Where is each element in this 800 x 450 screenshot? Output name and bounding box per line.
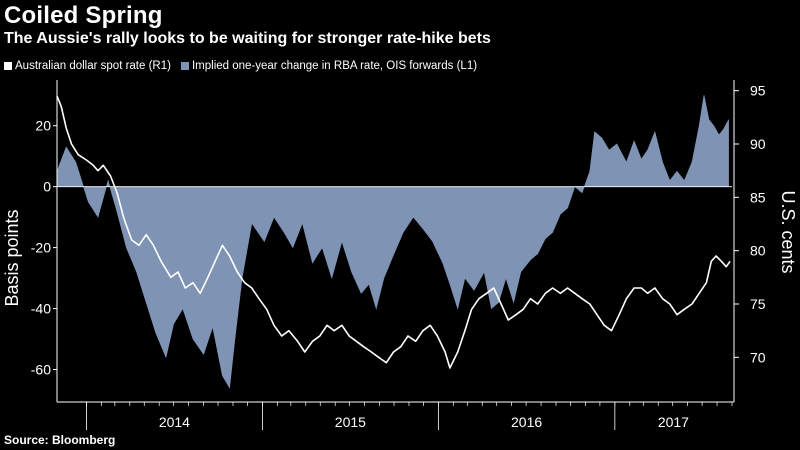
legend-swatch-spot-rate — [4, 62, 12, 70]
left-axis-title: Basis points — [2, 209, 22, 306]
right-tick-label: 85 — [750, 189, 766, 205]
right-tick-label: 70 — [750, 349, 766, 365]
legend-item-ois: Implied one-year change in RBA rate, OIS… — [180, 60, 478, 72]
right-tick-label: 90 — [750, 136, 766, 152]
left-tick-label: -20 — [31, 240, 51, 256]
x-tick-label: 2015 — [335, 414, 366, 430]
legend-label-ois: Implied one-year change in RBA rate, OIS… — [191, 60, 478, 72]
chart-subtitle: The Aussie's rally looks to be waiting f… — [4, 30, 491, 47]
legend: Australian dollar spot rate (R1) Implied… — [4, 60, 487, 72]
right-tick-label: 75 — [750, 296, 766, 312]
x-tick-label: 2014 — [159, 414, 190, 430]
chart-title: Coiled Spring — [4, 2, 163, 29]
x-tick-label: 2017 — [658, 414, 689, 430]
x-tick-label: 2016 — [511, 414, 542, 430]
left-tick-label: -60 — [31, 362, 51, 378]
left-tick-label: 0 — [43, 179, 51, 195]
left-tick-label: 20 — [35, 118, 51, 134]
legend-item-spot-rate: Australian dollar spot rate (R1) — [4, 60, 171, 72]
left-tick-label: -40 — [31, 301, 51, 317]
series-area-ois — [56, 95, 729, 389]
source-note: Source: Bloomberg — [4, 433, 116, 447]
right-axis-title: U.S. cents — [778, 190, 798, 273]
legend-label-spot-rate: Australian dollar spot rate (R1) — [15, 60, 171, 72]
right-tick-label: 95 — [750, 83, 766, 99]
right-tick-label: 80 — [750, 243, 766, 259]
series-line-aud — [56, 95, 731, 369]
legend-swatch-ois — [180, 62, 189, 70]
